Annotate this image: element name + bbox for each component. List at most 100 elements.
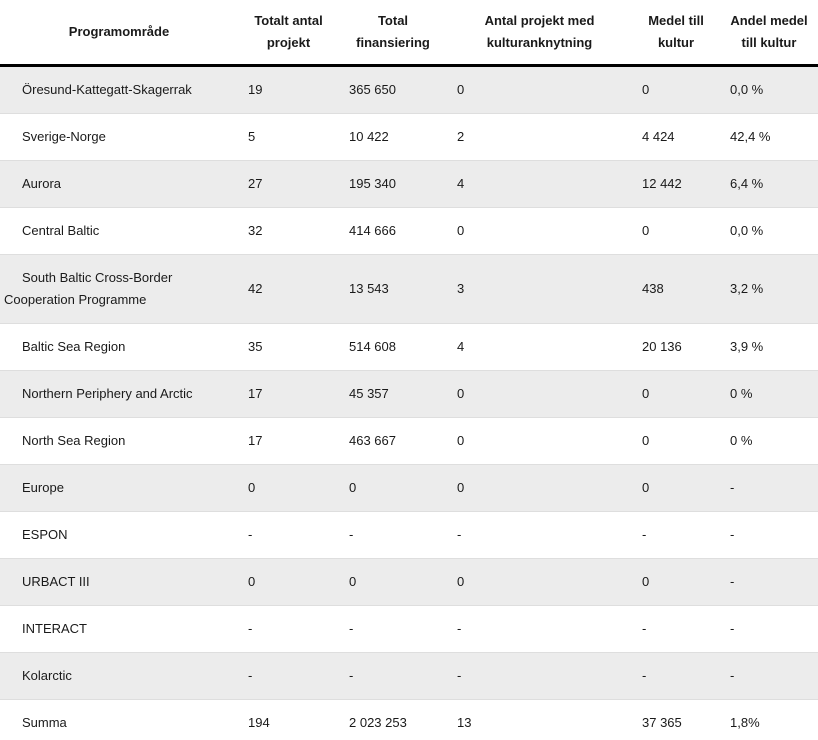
- total-projects-cell: 5: [238, 113, 339, 161]
- culture-funds-cell: -: [632, 605, 720, 653]
- culture-projects-cell: 0: [447, 558, 632, 606]
- culture-projects-cell: -: [447, 511, 632, 559]
- table-row: ESPON - - - - -: [0, 511, 818, 559]
- table-row: Northern Periphery and Arctic 17 45 357 …: [0, 370, 818, 418]
- total-projects-cell: 35: [238, 323, 339, 371]
- culture-funds-cell: 0: [632, 417, 720, 465]
- culture-projects-cell: -: [447, 605, 632, 653]
- table-row: Sverige-Norge 5 10 422 2 4 424 42,4 %: [0, 113, 818, 161]
- column-header-culture-projects: Antal projekt med kulturanknytning: [447, 0, 632, 67]
- table-row: INTERACT - - - - -: [0, 605, 818, 653]
- total-funding-cell: 195 340: [339, 160, 447, 208]
- total-projects-cell: 19: [238, 65, 339, 114]
- culture-projects-cell: 0: [447, 65, 632, 114]
- table-row: Aurora 27 195 340 4 12 442 6,4 %: [0, 160, 818, 208]
- program-name-cell: Sverige-Norge: [0, 113, 238, 161]
- culture-share-cell: 0 %: [720, 417, 818, 465]
- total-funding-cell: 0: [339, 558, 447, 606]
- total-projects-cell: -: [238, 652, 339, 700]
- culture-share-cell: -: [720, 464, 818, 512]
- table-row-summa: Summa 194 2 023 253 13 37 365 1,8%: [0, 699, 818, 740]
- column-header-total-projects: Totalt antal projekt: [238, 0, 339, 67]
- table-body: Öresund-Kattegatt-Skagerrak 19 365 650 0…: [0, 65, 818, 740]
- total-funding-cell: 414 666: [339, 207, 447, 255]
- culture-projects-cell: 13: [457, 715, 472, 730]
- total-projects-cell: -: [238, 605, 339, 653]
- table-row: Kolarctic - - - - -: [0, 652, 818, 700]
- culture-projects-cell: 0: [447, 370, 632, 418]
- total-funding-cell: 463 667: [339, 417, 447, 465]
- total-funding-cell: 13 543: [339, 254, 447, 324]
- culture-funds-cell: 20 136: [632, 323, 720, 371]
- total-funding-cell: 10 422: [339, 113, 447, 161]
- program-name-cell: INTERACT: [0, 605, 238, 653]
- total-funding-cell: -: [339, 511, 447, 559]
- culture-projects-cell: 0: [447, 207, 632, 255]
- table-row: South Baltic Cross-Border Cooperation Pr…: [0, 254, 818, 324]
- culture-funds-cell: 0: [632, 65, 720, 114]
- total-funding-cell: 0: [339, 464, 447, 512]
- program-name-cell: Öresund-Kattegatt-Skagerrak: [0, 65, 238, 114]
- culture-share-cell: 42,4 %: [720, 113, 818, 161]
- column-header-total-funding: Total finansiering: [339, 0, 447, 67]
- table-row: Central Baltic 32 414 666 0 0 0,0 %: [0, 207, 818, 255]
- program-name-cell: North Sea Region: [0, 417, 238, 465]
- culture-projects-cell: 2: [447, 113, 632, 161]
- table-row: Öresund-Kattegatt-Skagerrak 19 365 650 0…: [0, 65, 818, 114]
- total-projects-cell: 17: [238, 370, 339, 418]
- program-name-cell: Summa: [22, 715, 67, 730]
- culture-funds-cell: 4 424: [632, 113, 720, 161]
- culture-share-cell: 1,8%: [730, 715, 760, 730]
- culture-funds-cell: 0: [632, 558, 720, 606]
- culture-projects-cell: -: [447, 652, 632, 700]
- total-projects-cell: 32: [238, 207, 339, 255]
- program-name-cell: Central Baltic: [0, 207, 238, 255]
- culture-funds-cell: 12 442: [632, 160, 720, 208]
- total-projects-cell: 0: [238, 464, 339, 512]
- table-row: Baltic Sea Region 35 514 608 4 20 136 3,…: [0, 323, 818, 371]
- program-name-cell: Aurora: [0, 160, 238, 208]
- culture-funds-cell: 37 365: [642, 715, 682, 730]
- total-projects-cell: 42: [238, 254, 339, 324]
- culture-share-cell: 3,2 %: [720, 254, 818, 324]
- culture-funds-cell: 0: [632, 370, 720, 418]
- column-header-culture-funds: Medel till kultur: [632, 0, 720, 67]
- culture-share-cell: 3,9 %: [720, 323, 818, 371]
- culture-projects-cell: 0: [447, 464, 632, 512]
- culture-projects-cell: 4: [447, 323, 632, 371]
- total-projects-cell: 194: [248, 715, 270, 730]
- total-funding-cell: 514 608: [339, 323, 447, 371]
- culture-projects-cell: 0: [447, 417, 632, 465]
- table-row: North Sea Region 17 463 667 0 0 0 %: [0, 417, 818, 465]
- column-header-program: Programområde: [0, 0, 238, 67]
- culture-funds-cell: 0: [632, 207, 720, 255]
- total-projects-cell: 0: [238, 558, 339, 606]
- culture-funds-cell: -: [632, 652, 720, 700]
- total-funding-cell: 45 357: [339, 370, 447, 418]
- total-projects-cell: -: [238, 511, 339, 559]
- program-name-cell: South Baltic Cross-Border Cooperation Pr…: [0, 254, 238, 324]
- program-name-cell: URBACT III: [0, 558, 238, 606]
- total-funding-cell: -: [339, 605, 447, 653]
- table-header: Programområde Totalt antal projekt Total…: [0, 0, 818, 67]
- table-row: Europe 0 0 0 0 -: [0, 464, 818, 512]
- culture-projects-cell: 3: [447, 254, 632, 324]
- culture-funds-cell: 0: [632, 464, 720, 512]
- column-header-culture-share: Andel medel till kultur: [720, 0, 818, 67]
- culture-share-cell: -: [720, 652, 818, 700]
- culture-share-cell: -: [720, 511, 818, 559]
- culture-share-cell: 0,0 %: [720, 207, 818, 255]
- table-row: URBACT III 0 0 0 0 -: [0, 558, 818, 606]
- culture-share-cell: 6,4 %: [720, 160, 818, 208]
- total-funding-cell: 2 023 253: [349, 715, 407, 730]
- program-name-cell: Europe: [0, 464, 238, 512]
- program-name-cell: Baltic Sea Region: [0, 323, 238, 371]
- total-funding-cell: -: [339, 652, 447, 700]
- header-row: Programområde Totalt antal projekt Total…: [0, 0, 818, 67]
- program-name-cell: Northern Periphery and Arctic: [0, 370, 238, 418]
- culture-funds-cell: -: [632, 511, 720, 559]
- culture-share-cell: 0 %: [720, 370, 818, 418]
- culture-share-cell: -: [720, 558, 818, 606]
- culture-funds-cell: 438: [632, 254, 720, 324]
